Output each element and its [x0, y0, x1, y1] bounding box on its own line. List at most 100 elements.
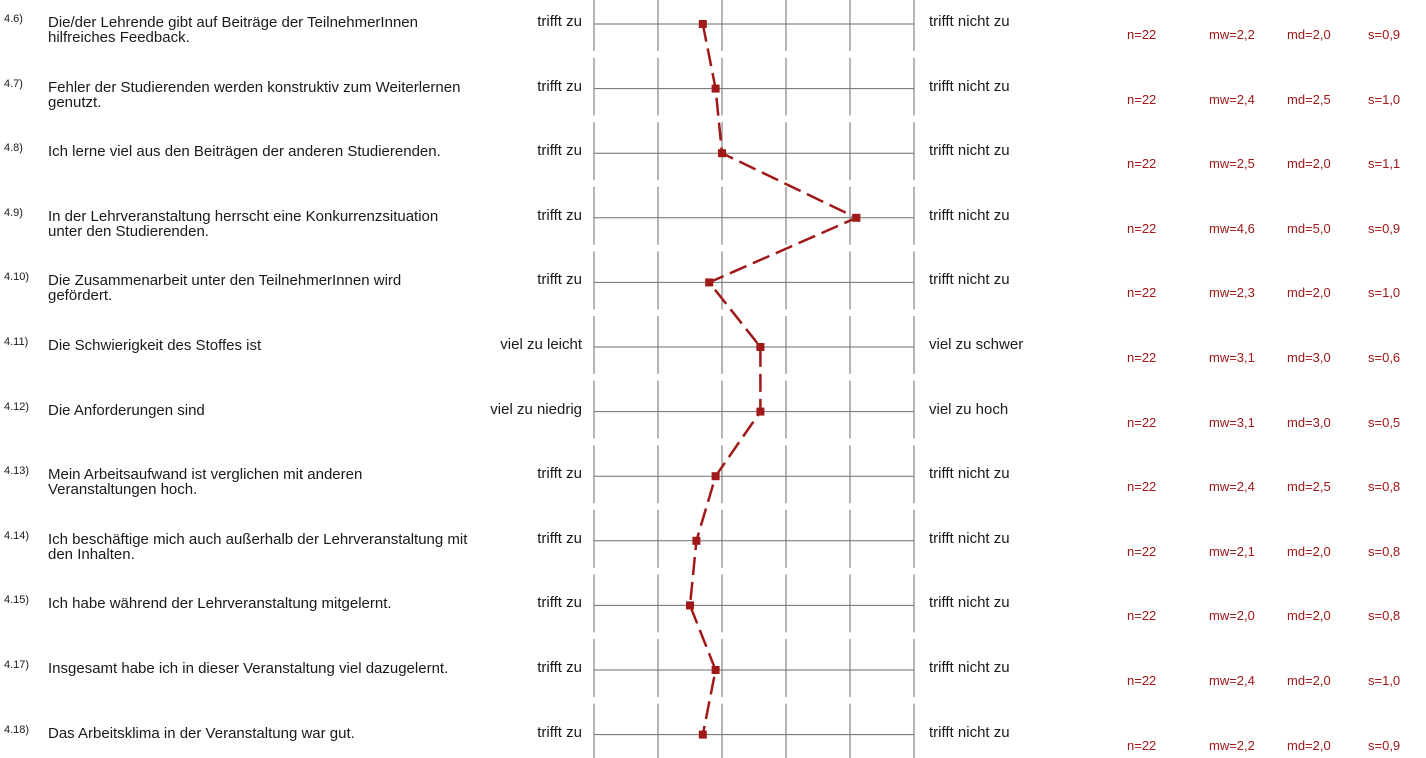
stat-median: md=2,0	[1287, 285, 1331, 301]
right-pole-label: viel zu hoch	[929, 400, 1009, 418]
item-question: In der Lehrveranstaltung herrscht eine K…	[48, 207, 439, 240]
right-pole-label: trifft nicht zu	[929, 465, 1010, 483]
left-pole-label: trifft zu	[537, 77, 582, 95]
stat-sd: s=0,8	[1368, 608, 1401, 624]
right-pole-label: trifft nicht zu	[929, 142, 1010, 160]
profile-point	[711, 472, 720, 481]
item-question: Insgesamt habe ich in dieser Veranstaltu…	[48, 660, 449, 677]
stat-n: n=22	[1127, 479, 1157, 495]
stat-n: n=22	[1127, 737, 1157, 753]
item-number: 4.11)	[4, 336, 29, 348]
stat-mean: mw=2,4	[1209, 91, 1255, 107]
item-question: Mein Arbeitsaufwand ist verglichen mit a…	[48, 466, 363, 499]
left-pole-label: trifft zu	[537, 142, 582, 160]
stat-sd: s=0,8	[1368, 479, 1401, 495]
stat-median: md=3,0	[1287, 414, 1331, 430]
stat-mean: mw=2,3	[1209, 285, 1255, 301]
stat-n: n=22	[1127, 220, 1157, 236]
stat-median: md=2,0	[1287, 543, 1331, 559]
profile-line	[688, 23, 858, 735]
right-pole-label: trifft nicht zu	[929, 271, 1010, 289]
right-pole-label: trifft nicht zu	[929, 206, 1010, 224]
left-pole-label: trifft zu	[537, 594, 582, 612]
stat-mean: mw=3,1	[1209, 414, 1255, 430]
item-number: 4.10)	[4, 271, 30, 284]
stat-sd: s=0,9	[1368, 27, 1401, 42]
stat-sd: s=1,0	[1368, 673, 1401, 688]
stat-sd: s=1,1	[1368, 156, 1401, 172]
stat-sd: s=1,0	[1368, 285, 1401, 301]
stat-median: md=3,0	[1287, 350, 1331, 365]
profile-point	[686, 601, 694, 610]
stat-mean: mw=2,4	[1209, 479, 1255, 495]
stat-sd: s=1,0	[1368, 91, 1401, 107]
stat-n: n=22	[1127, 543, 1157, 559]
left-pole-label: trifft zu	[537, 529, 582, 547]
profile-point	[756, 343, 765, 351]
item-number: 4.12)	[4, 400, 30, 413]
item-number: 4.15)	[4, 594, 30, 607]
stat-mean: mw=2,0	[1209, 608, 1255, 624]
profile-point	[711, 84, 720, 93]
item-number: 4.8)	[4, 142, 23, 155]
grid	[593, 0, 915, 758]
item-number: 4.13)	[4, 465, 30, 478]
stat-mean: mw=3,1	[1209, 350, 1255, 365]
item-question: Die Schwierigkeit des Stoffes ist	[48, 337, 262, 354]
stat-median: md=2,5	[1287, 479, 1331, 495]
left-pole-label: trifft zu	[537, 465, 582, 483]
right-pole-label: trifft nicht zu	[929, 594, 1010, 612]
profile-point	[852, 213, 861, 222]
left-pole-label: trifft zu	[537, 271, 582, 289]
profile-point	[705, 278, 714, 287]
stat-sd: s=0,9	[1368, 220, 1401, 236]
stat-mean: mw=2,1	[1209, 543, 1255, 559]
stat-median: md=2,0	[1287, 673, 1331, 688]
item-question: Das Arbeitsklima in der Veranstaltung wa…	[48, 724, 355, 742]
stat-sd: s=0,9	[1368, 737, 1401, 753]
profile-point	[711, 666, 720, 674]
right-pole-label: trifft nicht zu	[929, 13, 1010, 30]
stat-n: n=22	[1127, 91, 1157, 107]
item-question: Die/der Lehrende gibt auf Beiträge der T…	[48, 14, 418, 46]
item-number: 4.18)	[4, 723, 30, 736]
right-pole-label: trifft nicht zu	[929, 659, 1010, 676]
stat-median: md=5,0	[1287, 220, 1331, 236]
stat-mean: mw=2,2	[1209, 27, 1255, 42]
left-pole-label: trifft zu	[537, 13, 582, 30]
item-question: Die Zusammenarbeit unter den TeilnehmerI…	[48, 272, 402, 305]
stat-n: n=22	[1127, 27, 1157, 42]
left-pole-label: trifft zu	[537, 659, 582, 676]
stat-n: n=22	[1127, 350, 1157, 365]
profile-point	[718, 149, 726, 158]
right-pole-label: trifft nicht zu	[929, 723, 1010, 741]
item-number: 4.6)	[4, 13, 23, 25]
stat-median: md=2,0	[1287, 27, 1331, 42]
right-pole-label: trifft nicht zu	[929, 529, 1010, 547]
profile-point	[756, 407, 765, 416]
stat-median: md=2,5	[1287, 91, 1331, 107]
stat-sd: s=0,5	[1368, 414, 1401, 430]
item-question: Ich beschäftige mich auch außerhalb der …	[48, 530, 468, 563]
stat-sd: s=0,8	[1368, 543, 1401, 559]
stat-n: n=22	[1127, 608, 1157, 624]
item-question: Die Anforderungen sind	[48, 401, 205, 419]
item-number: 4.9)	[4, 206, 23, 219]
item-number: 4.17)	[4, 659, 30, 671]
item-number: 4.14)	[4, 529, 30, 542]
stat-n: n=22	[1127, 673, 1157, 688]
left-pole-label: trifft zu	[537, 723, 582, 741]
stat-n: n=22	[1127, 156, 1157, 172]
stat-mean: mw=2,5	[1209, 156, 1255, 172]
left-pole-label: viel zu niedrig	[490, 400, 582, 418]
stat-mean: mw=2,4	[1209, 673, 1255, 688]
right-pole-label: viel zu schwer	[929, 336, 1024, 353]
stat-sd: s=0,6	[1368, 350, 1401, 365]
stat-median: md=2,0	[1287, 608, 1331, 624]
right-pole-label: trifft nicht zu	[929, 77, 1010, 95]
stat-median: md=2,0	[1287, 156, 1331, 172]
item-question: Fehler der Studierenden werden konstrukt…	[48, 78, 461, 111]
profile-point	[698, 20, 707, 28]
profile-point	[692, 536, 701, 545]
